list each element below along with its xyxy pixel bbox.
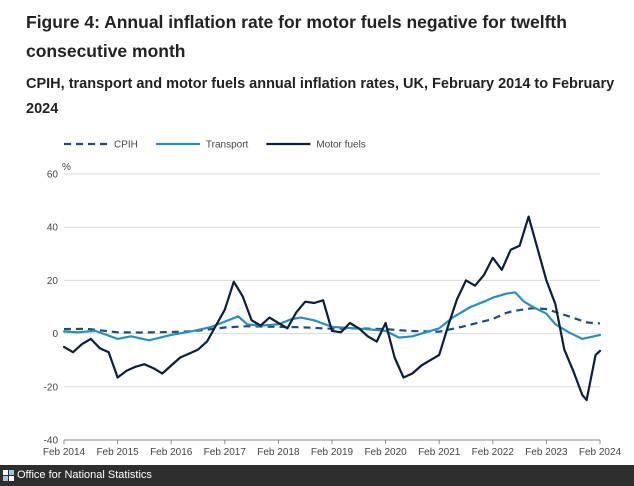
x-tick-label: Feb 2015: [96, 447, 139, 458]
legend-label: Transport: [206, 140, 249, 151]
series-line-motor-fuels: [62, 215, 602, 402]
x-tick-label: Feb 2017: [204, 447, 247, 458]
y-tick-label: -20: [44, 382, 59, 393]
gridlines: [64, 173, 600, 441]
line-chart: CPIH Transport Motor fuels % -40 -20 0 20 40 60…: [43, 140, 622, 459]
ons-logo-icon: [3, 470, 14, 481]
legend-label: Motor fuels: [316, 140, 365, 151]
x-tick-label: Feb 2022: [472, 447, 515, 458]
figure-title: Figure 4: Annual inflation rate for moto…: [26, 12, 567, 61]
x-tick-label: Feb 2016: [150, 447, 193, 458]
x-tick-label: Feb 2018: [257, 447, 300, 458]
y-axis-ticks: -40 -20 0 20 40 60: [44, 170, 59, 447]
x-tick-label: Feb 2023: [525, 447, 568, 458]
x-tick-label: Feb 2019: [311, 447, 354, 458]
y-tick-label: 60: [47, 170, 59, 181]
x-tick-label: Feb 2021: [418, 447, 461, 458]
x-tick-label: Feb 2014: [43, 447, 86, 458]
x-axis-ticks: Feb 2014 Feb 2015 Feb 2016 Feb 2017 Feb 2018…: [43, 439, 622, 458]
y-tick-label: 40: [47, 223, 59, 234]
chart-legend: CPIH Transport Motor fuels: [64, 140, 366, 151]
legend-label: CPIH: [114, 140, 138, 151]
y-axis-unit-label: %: [62, 162, 71, 173]
series-line-transport: [62, 291, 602, 342]
y-tick-label: 0: [52, 329, 58, 340]
figure-subtitle: CPIH, transport and motor fuels annual i…: [26, 76, 615, 117]
x-tick-label: Feb 2020: [364, 447, 407, 458]
y-tick-label: -40: [44, 436, 59, 447]
series-lines: [62, 215, 602, 402]
x-tick-label: Feb 2024: [579, 447, 622, 458]
y-tick-label: 20: [47, 276, 59, 287]
source-text: Office for National Statistics: [17, 469, 152, 481]
source-footer: Office for National Statistics: [0, 465, 634, 486]
